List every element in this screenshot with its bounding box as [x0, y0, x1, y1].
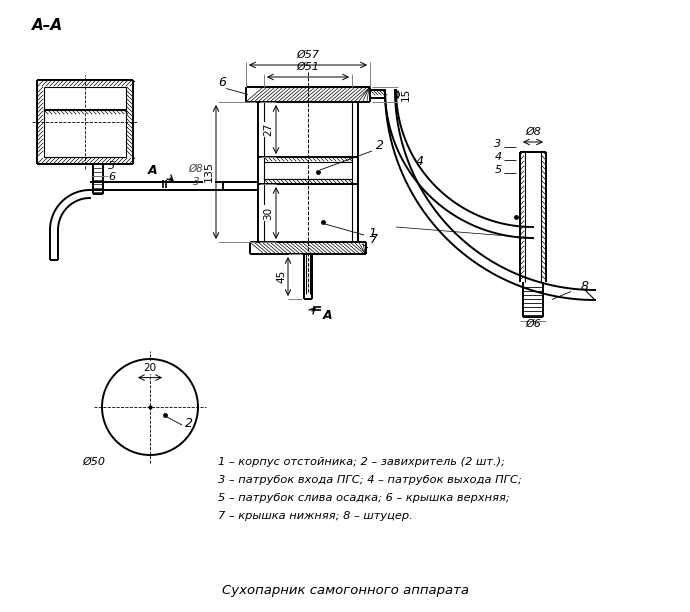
Text: 135: 135: [204, 162, 214, 182]
Text: 7 – крышка нижняя; 8 – штуцер.: 7 – крышка нижняя; 8 – штуцер.: [218, 511, 413, 521]
Text: А–А: А–А: [32, 18, 63, 33]
Text: 6: 6: [218, 76, 226, 89]
Text: Сухопарник самогонного аппарата: Сухопарник самогонного аппарата: [221, 584, 469, 597]
Text: 7: 7: [370, 233, 378, 246]
Text: Ø6: Ø6: [525, 319, 541, 329]
Text: 1: 1: [368, 227, 376, 240]
Text: А: А: [323, 309, 333, 322]
Text: 15: 15: [401, 88, 411, 101]
Text: 20: 20: [144, 362, 157, 373]
Text: 45: 45: [276, 270, 286, 283]
Text: 3 – патрубок входа ПГС; 4 – патрубок выхода ПГС;: 3 – патрубок входа ПГС; 4 – патрубок вых…: [218, 475, 522, 485]
Text: 4: 4: [495, 152, 502, 162]
Text: Ø8: Ø8: [525, 127, 541, 137]
Text: 2: 2: [185, 417, 193, 430]
Text: 5: 5: [495, 165, 502, 175]
Text: 27: 27: [263, 123, 273, 136]
Text: 3: 3: [495, 139, 502, 149]
Text: Ø8: Ø8: [188, 164, 204, 174]
Text: Ø50: Ø50: [83, 457, 106, 467]
Text: 6: 6: [108, 172, 115, 182]
Text: 30: 30: [263, 206, 273, 220]
Text: 2: 2: [376, 139, 384, 152]
Text: 8: 8: [581, 280, 589, 293]
Text: 1 – корпус отстойника; 2 – завихритель (2 шт.);: 1 – корпус отстойника; 2 – завихритель (…: [218, 457, 505, 467]
Text: 5 – патрубок слива осадка; 6 – крышка верхняя;: 5 – патрубок слива осадка; 6 – крышка ве…: [218, 493, 510, 503]
Text: Ø57: Ø57: [297, 50, 319, 60]
Text: А: А: [148, 164, 158, 177]
Text: 3: 3: [193, 177, 199, 187]
Text: Ø51: Ø51: [297, 62, 319, 72]
Text: 4: 4: [415, 155, 424, 168]
Text: 5: 5: [108, 161, 115, 171]
